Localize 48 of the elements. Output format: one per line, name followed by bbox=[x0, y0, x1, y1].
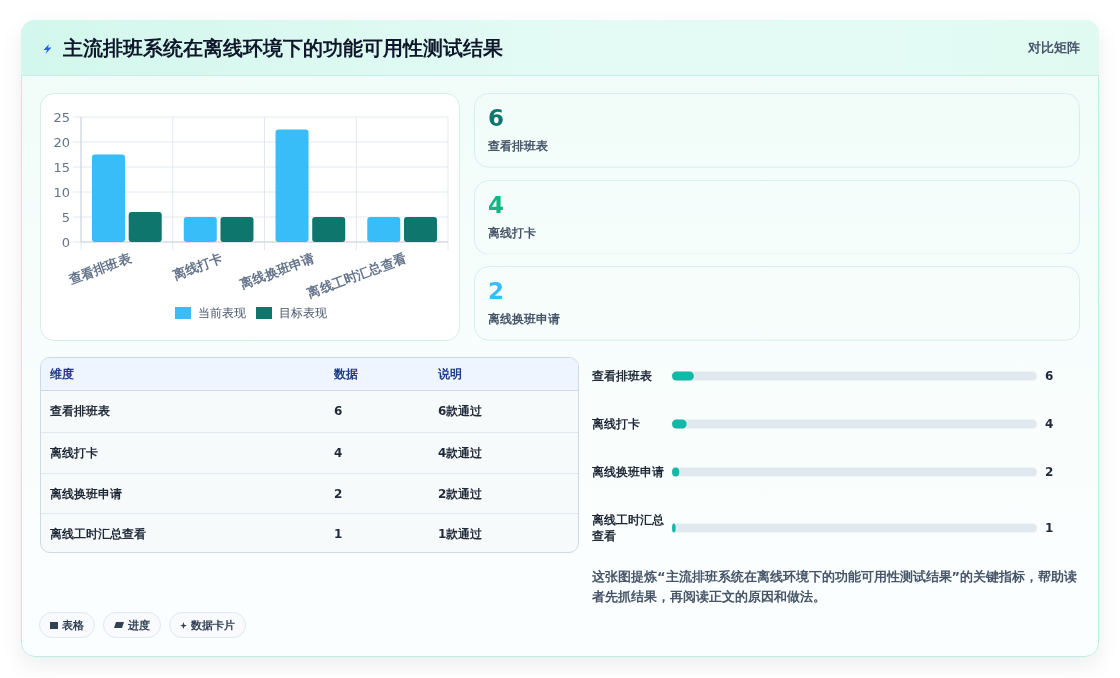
data-label: 2款通过 bbox=[438, 485, 483, 503]
y-tick-label: 离线打卡 bbox=[591, 417, 640, 432]
text: 进度 bbox=[128, 617, 150, 633]
text: 维度 bbox=[50, 366, 74, 383]
data-label: 4 bbox=[334, 444, 343, 462]
text: 这张图提炼“主流排班系统在离线环境下的功能可用性测试结果”的关键指标，帮助读者先抓结果，再阅读正文的原因和做法。 bbox=[592, 568, 1079, 606]
y-tick-label: 离线工时汇总查看 bbox=[591, 513, 665, 544]
y-tick-label: 0 bbox=[61, 234, 70, 250]
y-tick-label: 20 bbox=[53, 134, 70, 150]
data-label: 4 bbox=[1045, 417, 1054, 432]
series-label: 数据 bbox=[334, 366, 358, 383]
data-label: 4 bbox=[488, 190, 505, 220]
data-label: 2 bbox=[488, 277, 505, 307]
bar bbox=[220, 217, 254, 242]
data-label: 2 bbox=[334, 485, 343, 503]
data-label: 6 bbox=[1045, 369, 1054, 384]
y-tick-label: 10 bbox=[53, 184, 70, 200]
y-tick-label: 离线换班申请 bbox=[591, 465, 664, 480]
data-label: 1 bbox=[334, 526, 343, 544]
bar bbox=[92, 154, 126, 242]
category-label: 离线打卡 bbox=[488, 224, 536, 241]
data-label: 1 bbox=[1045, 521, 1054, 536]
y-tick-label: 查看排班表 bbox=[591, 369, 653, 384]
y-tick-label: 5 bbox=[61, 209, 70, 225]
text: 主流排班系统在离线环境下的功能可用性测试结果 bbox=[63, 35, 503, 62]
bar bbox=[128, 212, 162, 242]
legend-label: 当前表现 bbox=[198, 306, 246, 321]
text: 对比矩阵 bbox=[1028, 39, 1080, 57]
bar bbox=[183, 217, 217, 242]
bar bbox=[275, 129, 309, 242]
text: 表格 bbox=[62, 617, 84, 633]
data-label: 4款通过 bbox=[438, 444, 483, 462]
data-label: 2 bbox=[1045, 465, 1054, 480]
data-label: 6 bbox=[488, 104, 505, 133]
bar bbox=[367, 217, 401, 242]
legend-label: 目标表现 bbox=[279, 306, 327, 321]
data-label: 6 bbox=[334, 403, 343, 420]
data-label: 6款通过 bbox=[438, 403, 483, 420]
y-tick-label: 15 bbox=[53, 159, 70, 175]
category-label: 离线换班申请 bbox=[488, 311, 560, 328]
x-tick-label: 离线打卡 bbox=[169, 250, 225, 283]
y-tick-label: 25 bbox=[53, 109, 70, 125]
text: 数据卡片 bbox=[191, 617, 235, 633]
bar bbox=[312, 217, 346, 242]
bar bbox=[403, 217, 437, 242]
category-label: 查看排班表 bbox=[488, 138, 548, 154]
data-label: 1款通过 bbox=[438, 526, 483, 544]
text: 说明 bbox=[438, 366, 462, 383]
